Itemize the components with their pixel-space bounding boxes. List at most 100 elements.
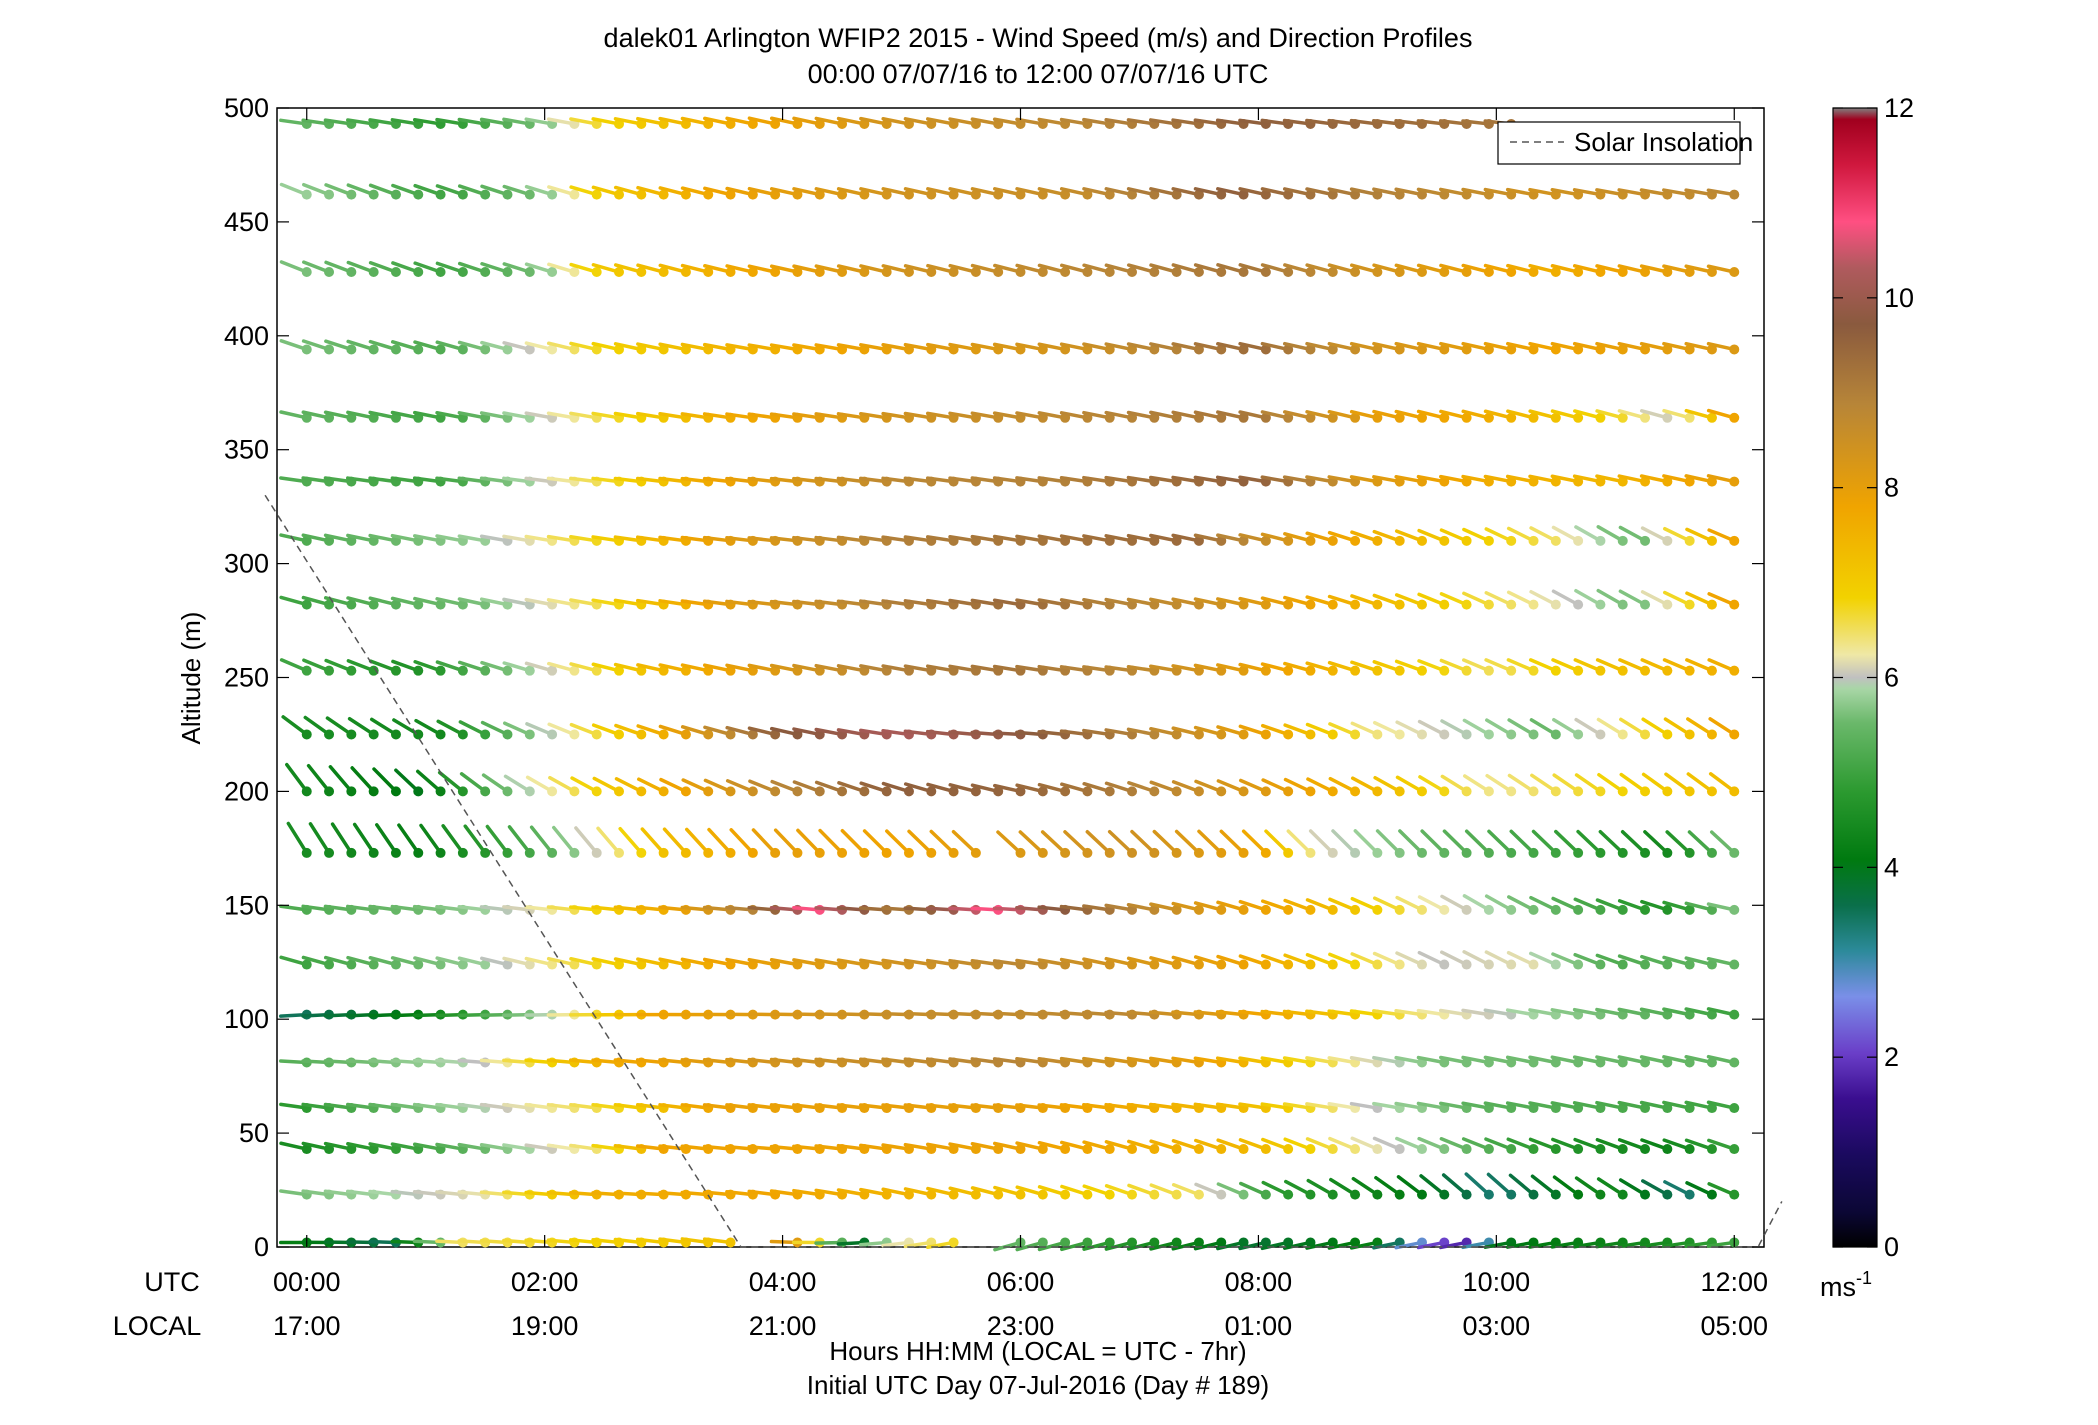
wind-point bbox=[1394, 1189, 1405, 1200]
wind-point bbox=[926, 786, 937, 797]
wind-point bbox=[1684, 1057, 1695, 1068]
wind-point bbox=[1238, 412, 1249, 423]
wind-barb bbox=[397, 823, 421, 855]
wind-point bbox=[1327, 412, 1338, 423]
solar-insolation-layer bbox=[264, 494, 1783, 1248]
barb-row-394 bbox=[279, 339, 1740, 355]
wind-point bbox=[1528, 599, 1539, 610]
wind-point bbox=[1573, 412, 1584, 423]
wind-point bbox=[926, 267, 937, 278]
wind-point bbox=[703, 786, 714, 797]
wind-point bbox=[390, 267, 401, 278]
wind-point bbox=[1706, 847, 1717, 858]
wind-point bbox=[457, 189, 468, 200]
wind-point bbox=[1216, 1237, 1227, 1248]
wind-point bbox=[1595, 904, 1606, 915]
wind-point bbox=[1706, 959, 1717, 970]
wind-point bbox=[390, 599, 401, 610]
wind-point bbox=[1082, 189, 1093, 200]
wind-point bbox=[1506, 599, 1517, 610]
wind-point bbox=[1283, 904, 1294, 915]
wind-point bbox=[1015, 189, 1026, 200]
wind-point bbox=[1483, 959, 1494, 970]
wind-point bbox=[1015, 1144, 1026, 1155]
wind-point bbox=[435, 189, 446, 200]
wind-point bbox=[1662, 535, 1673, 546]
wind-point bbox=[1372, 729, 1383, 740]
wind-point bbox=[480, 665, 491, 676]
wind-barb bbox=[907, 829, 934, 855]
wind-point bbox=[569, 267, 580, 278]
wind-point bbox=[1037, 1189, 1048, 1200]
wind-point bbox=[1171, 1144, 1182, 1155]
y-tick-label: 150 bbox=[224, 890, 269, 920]
wind-point bbox=[1305, 267, 1316, 278]
wind-point bbox=[614, 665, 625, 676]
wind-point bbox=[1595, 665, 1606, 676]
wind-point bbox=[1662, 665, 1673, 676]
wind-point bbox=[1149, 904, 1160, 915]
wind-barb bbox=[1709, 830, 1737, 855]
wind-point bbox=[1327, 1144, 1338, 1155]
wind-point bbox=[591, 786, 602, 797]
wind-point bbox=[1506, 267, 1517, 278]
x-tick-label-utc: 08:00 bbox=[1225, 1267, 1293, 1297]
wind-point bbox=[1394, 599, 1405, 610]
wind-point bbox=[324, 599, 335, 610]
wind-point bbox=[1483, 729, 1494, 740]
x-axis: 00:00 17:00 02:00 19:00 04:00 21:00 06:00 23:00… bbox=[273, 108, 1768, 1341]
wind-barb bbox=[685, 827, 710, 855]
wind-point bbox=[301, 1144, 312, 1155]
wind-point bbox=[1483, 412, 1494, 423]
wind-point bbox=[1595, 267, 1606, 278]
barb-row-102 bbox=[279, 1007, 1740, 1020]
wind-point bbox=[1193, 412, 1204, 423]
solar-insolation-line bbox=[264, 494, 1783, 1248]
wind-point bbox=[970, 847, 981, 858]
wind-point bbox=[1015, 1189, 1026, 1200]
wind-point bbox=[480, 786, 491, 797]
wind-point bbox=[1238, 1189, 1249, 1200]
wind-point bbox=[1506, 412, 1517, 423]
wind-barb bbox=[394, 768, 421, 794]
colorbar-tick-label: 6 bbox=[1884, 663, 1899, 693]
wind-point bbox=[1127, 1237, 1138, 1248]
wind-point bbox=[591, 344, 602, 355]
x-tick-label-local: 19:00 bbox=[511, 1311, 579, 1341]
wind-point bbox=[1127, 786, 1138, 797]
wind-point bbox=[1550, 344, 1561, 355]
wind-point bbox=[1350, 412, 1361, 423]
wind-point bbox=[1706, 665, 1717, 676]
wind-point bbox=[1350, 1189, 1361, 1200]
wind-point bbox=[1327, 344, 1338, 355]
wind-barb bbox=[352, 822, 376, 855]
wind-point bbox=[1127, 1144, 1138, 1155]
wind-point bbox=[569, 786, 580, 797]
wind-point bbox=[1193, 1189, 1204, 1200]
wind-barb bbox=[485, 824, 510, 855]
wind-point bbox=[1193, 959, 1204, 970]
wind-point bbox=[926, 1189, 937, 1200]
wind-point bbox=[1439, 535, 1450, 546]
wind-point bbox=[1573, 729, 1584, 740]
wind-point bbox=[1193, 189, 1204, 200]
wind-point bbox=[1706, 476, 1717, 487]
wind-barb bbox=[1442, 829, 1469, 855]
wind-point bbox=[1060, 189, 1071, 200]
wind-point bbox=[1416, 599, 1427, 610]
wind-point bbox=[1439, 599, 1450, 610]
wind-point bbox=[1238, 786, 1249, 797]
wind-point bbox=[1573, 535, 1584, 546]
wind-barb bbox=[441, 824, 465, 855]
wind-point bbox=[1662, 599, 1673, 610]
wind-point bbox=[837, 267, 848, 278]
wind-point bbox=[1662, 344, 1673, 355]
wind-point bbox=[1283, 412, 1294, 423]
wind-point bbox=[324, 267, 335, 278]
barb-row-282 bbox=[279, 588, 1740, 610]
y-tick-label: 300 bbox=[224, 549, 269, 579]
wind-barb bbox=[1598, 829, 1625, 855]
wind-point bbox=[1216, 1189, 1227, 1200]
wind-point bbox=[1082, 1237, 1093, 1248]
wind-point bbox=[1260, 412, 1271, 423]
